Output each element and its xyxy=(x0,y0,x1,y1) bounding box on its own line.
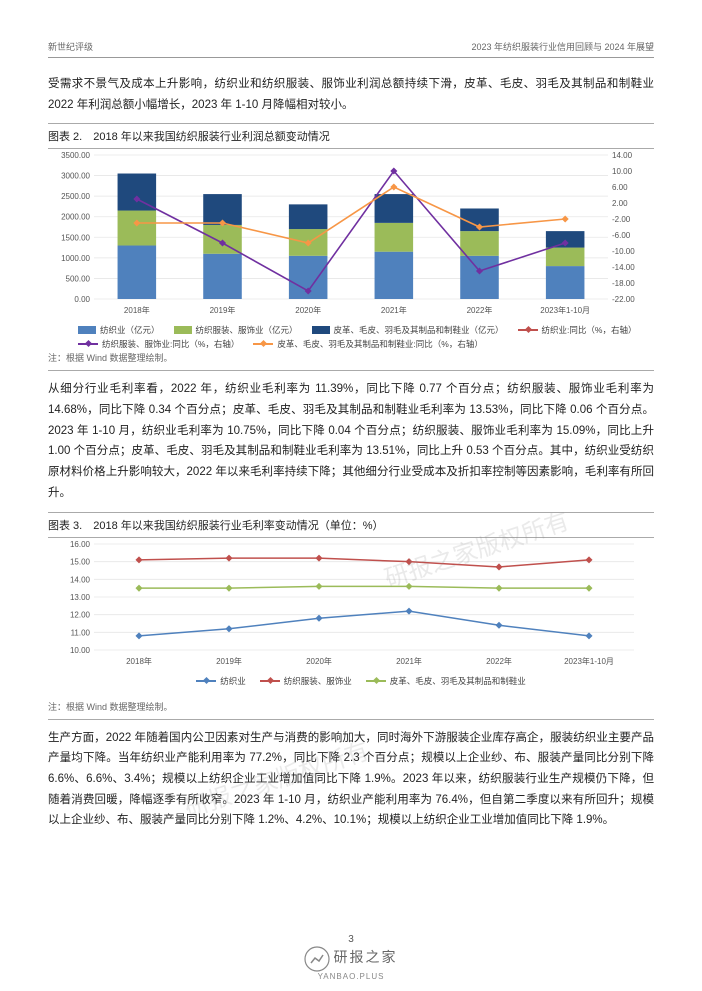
chart3-legend: 纺织业 纺织服装、服饰业 皮革、毛皮、羽毛及其制品和制鞋业 xyxy=(48,671,654,691)
page-header: 新世纪评级 2023 年纺织服装行业信用回顾与 2024 年展望 xyxy=(48,40,654,58)
chart2-svg: 0.00 500.00 1000.00 1500.00 2000.00 2500.00 30… xyxy=(48,149,654,317)
page-number: 3 xyxy=(0,934,702,945)
footer-logo: 研报之家 YANBAO.PLUS xyxy=(0,946,702,981)
svg-text:2019年: 2019年 xyxy=(216,656,242,666)
svg-text:500.00: 500.00 xyxy=(66,275,91,284)
svg-text:11.00: 11.00 xyxy=(71,628,91,637)
legend-item: 皮革、毛皮、羽毛及其制品和制鞋业（亿元） xyxy=(312,324,504,336)
svg-text:16.00: 16.00 xyxy=(70,540,91,549)
svg-text:3000.00: 3000.00 xyxy=(61,172,90,181)
svg-text:-6.00: -6.00 xyxy=(612,231,631,240)
chart2-box: 0.00 500.00 1000.00 1500.00 2000.00 2500.00 30… xyxy=(48,149,654,349)
svg-text:2018年: 2018年 xyxy=(124,305,150,315)
svg-text:0.00: 0.00 xyxy=(74,295,90,304)
legend-item: 皮革、毛皮、羽毛及其制品和制鞋业:同比（%，右轴） xyxy=(253,338,482,350)
chart3-note: 注：根据 Wind 数据整理绘制。 xyxy=(48,698,654,720)
svg-text:2018年: 2018年 xyxy=(126,656,152,666)
svg-text:2.00: 2.00 xyxy=(612,199,628,208)
svg-text:3500.00: 3500.00 xyxy=(61,151,90,160)
svg-text:2021年: 2021年 xyxy=(381,305,407,315)
svg-text:6.00: 6.00 xyxy=(612,183,628,192)
chart3-svg: 10.00 11.00 12.00 13.00 14.00 15.00 16.00 2018年… xyxy=(48,538,654,668)
svg-text:2023年1-10月: 2023年1-10月 xyxy=(564,656,614,666)
svg-text:2020年: 2020年 xyxy=(306,656,332,666)
svg-text:10.00: 10.00 xyxy=(612,167,633,176)
svg-text:2021年: 2021年 xyxy=(396,656,422,666)
legend-item: 纺织服装、服饰业（亿元） xyxy=(174,324,298,336)
svg-text:14.00: 14.00 xyxy=(70,575,91,584)
paragraph-1: 受需求不景气及成本上升影响，纺织业和纺织服装、服饰业利润总额持续下滑，皮革、毛皮… xyxy=(48,74,654,115)
legend-item: 皮革、毛皮、羽毛及其制品和制鞋业 xyxy=(366,675,526,687)
svg-text:-18.00: -18.00 xyxy=(612,279,635,288)
svg-text:2023年1-10月: 2023年1-10月 xyxy=(540,305,590,315)
footer-cn: 研报之家 xyxy=(334,949,398,965)
svg-text:2500.00: 2500.00 xyxy=(61,193,90,202)
svg-text:2022年: 2022年 xyxy=(467,305,493,315)
legend-item: 纺织业 xyxy=(196,675,246,687)
svg-text:2020年: 2020年 xyxy=(295,305,321,315)
paragraph-2: 从细分行业毛利率看，2022 年，纺织业毛利率为 11.39%，同比下降 0.7… xyxy=(48,379,654,503)
svg-text:10.00: 10.00 xyxy=(70,646,91,655)
svg-text:-2.00: -2.00 xyxy=(612,215,631,224)
chart3-box: 10.00 11.00 12.00 13.00 14.00 15.00 16.00 2018年… xyxy=(48,538,654,698)
footer-en: YANBAO.PLUS xyxy=(0,972,702,981)
svg-text:14.00: 14.00 xyxy=(612,151,633,160)
chart2-title: 图表 2. 2018 年以来我国纺织服装行业利润总额变动情况 xyxy=(48,123,654,149)
footer-logo-icon xyxy=(304,946,330,972)
header-left: 新世纪评级 xyxy=(48,40,93,53)
svg-text:2019年: 2019年 xyxy=(210,305,236,315)
chart2-legend: 纺织业（亿元） 纺织服装、服饰业（亿元） 皮革、毛皮、羽毛及其制品和制鞋业（亿元） 纺… xyxy=(48,320,654,354)
svg-text:1000.00: 1000.00 xyxy=(61,254,90,263)
paragraph-3: 生产方面，2022 年随着国内公卫因素对生产与消费的影响加大，同时海外下游服装企… xyxy=(48,728,654,831)
svg-text:1500.00: 1500.00 xyxy=(61,234,90,243)
svg-text:2000.00: 2000.00 xyxy=(61,213,90,222)
svg-text:-10.00: -10.00 xyxy=(612,247,635,256)
svg-text:-22.00: -22.00 xyxy=(612,295,635,304)
svg-text:13.00: 13.00 xyxy=(70,593,91,602)
header-right: 2023 年纺织服装行业信用回顾与 2024 年展望 xyxy=(471,40,654,53)
svg-text:-14.00: -14.00 xyxy=(612,263,635,272)
chart3-title: 图表 3. 2018 年以来我国纺织服装行业毛利率变动情况（单位：%） xyxy=(48,512,654,538)
legend-item: 纺织服装、服饰业 xyxy=(260,675,352,687)
legend-item: 纺织服装、服饰业:同比（%，右轴） xyxy=(78,338,239,350)
svg-text:2022年: 2022年 xyxy=(486,656,512,666)
svg-text:12.00: 12.00 xyxy=(70,610,91,619)
legend-item: 纺织业（亿元） xyxy=(78,324,160,336)
legend-item: 纺织业:同比（%，右轴） xyxy=(518,324,637,336)
svg-text:15.00: 15.00 xyxy=(70,557,91,566)
